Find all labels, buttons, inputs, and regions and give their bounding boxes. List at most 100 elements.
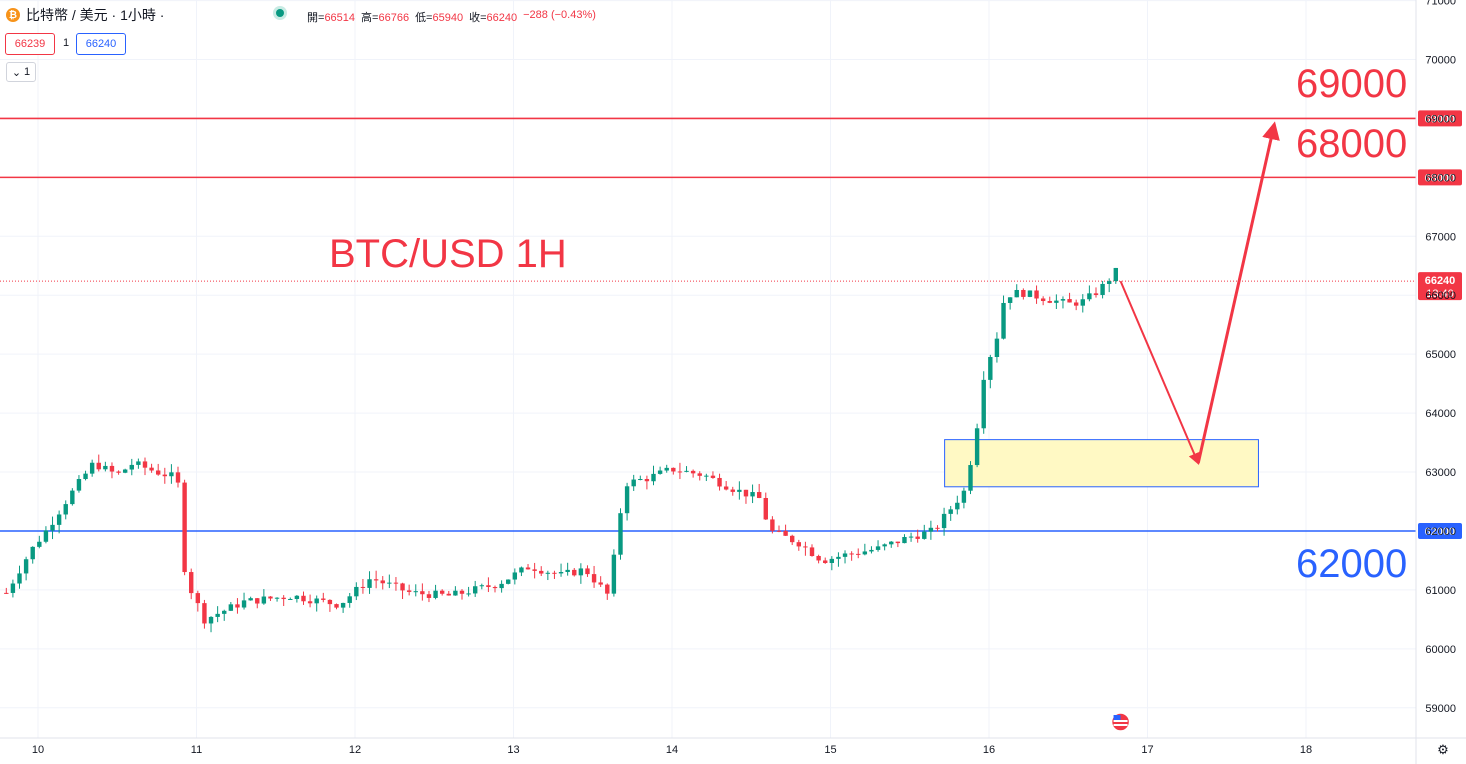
candle-body [1054, 300, 1059, 303]
level-price-tag [1418, 110, 1462, 127]
candle-body [902, 536, 907, 544]
candle-body [1113, 267, 1118, 282]
candle-body [1087, 293, 1092, 300]
candle-body [50, 524, 55, 531]
candle-body [109, 465, 115, 472]
candle-body [255, 598, 260, 604]
price-axis: 59000 60000 61000 62000 63000 64000 65000 66000… [1415, 0, 1456, 764]
candle-body [23, 559, 29, 574]
candle-body [1027, 290, 1033, 297]
candle-body [288, 598, 293, 600]
candle-body [294, 595, 300, 599]
candle-body [426, 594, 432, 598]
candle-body [512, 572, 518, 580]
candle-body [4, 592, 9, 594]
candle-body [314, 598, 319, 604]
level-68000-annotation: 68000 [1296, 122, 1408, 166]
candle-body [10, 583, 16, 593]
candle-body [235, 604, 240, 608]
candle-body [961, 490, 967, 503]
candle-body [875, 546, 881, 550]
candle-body [248, 598, 253, 601]
candle-body [862, 551, 868, 555]
candle-body [545, 572, 551, 574]
candle-body [43, 530, 49, 542]
candle-body [717, 477, 722, 487]
candle-body [624, 486, 630, 514]
candle-body [261, 596, 267, 604]
level-price-label: 68000 [1425, 172, 1456, 184]
candle-body [274, 597, 280, 599]
y-tick-label: 63000 [1425, 467, 1456, 479]
candle-body [770, 519, 775, 531]
candle-body [763, 497, 768, 520]
candle-body [360, 586, 366, 588]
projection-arrow [1196, 121, 1280, 464]
candle-body [406, 590, 412, 592]
candle-body [486, 585, 491, 588]
candle-body [803, 546, 808, 548]
candle-body [1047, 301, 1052, 303]
candle-body [169, 472, 174, 477]
level-price-label: 62000 [1425, 526, 1456, 538]
candle-body [492, 587, 498, 589]
candle-body [307, 601, 313, 604]
candle-body [895, 541, 901, 544]
bid-price-button[interactable]: 66239 [5, 33, 55, 55]
ask-price-button[interactable]: 66240 [76, 33, 126, 55]
candle-body [1106, 281, 1112, 284]
y-tick-label: 67000 [1425, 231, 1456, 243]
y-tick-label: 65000 [1425, 349, 1456, 361]
candle-body [882, 544, 887, 547]
chart-grid [0, 0, 1416, 738]
candle-body [268, 596, 273, 599]
candle-body [889, 541, 894, 545]
y-tick-label: 61000 [1425, 585, 1456, 597]
candle-body [664, 467, 669, 471]
candle-body [856, 553, 861, 555]
x-tick-label: 13 [507, 744, 519, 756]
y-tick-label: 64000 [1425, 408, 1456, 420]
candle-body [76, 479, 82, 491]
symbol-header[interactable]: ₿ 比特幣 / 美元 · 1小時 · [6, 5, 164, 25]
market-status-icon [276, 9, 284, 17]
level-price-label: 69000 [1425, 113, 1456, 125]
x-tick-label: 17 [1141, 744, 1153, 756]
candle-body [974, 428, 980, 466]
x-tick-label: 10 [32, 744, 44, 756]
y-tick-label: 69000 [1425, 113, 1456, 125]
y-tick-label: 71000 [1425, 0, 1456, 8]
indicators-toggle[interactable]: ⌄ 1 [6, 62, 36, 82]
candle-body [1040, 298, 1046, 302]
current-price-tag [1418, 272, 1462, 301]
candle-body [446, 593, 451, 596]
x-tick-label: 12 [349, 744, 361, 756]
projection-arrows [1119, 121, 1280, 466]
candle-body [281, 597, 286, 600]
candle-body [836, 556, 841, 559]
candle-body [195, 593, 201, 604]
x-tick-label: 14 [666, 744, 678, 756]
candle-body [393, 582, 399, 584]
candle-body [189, 572, 194, 594]
level-69000-annotation: 69000 [1296, 62, 1408, 106]
candle-body [453, 590, 458, 596]
candle-body [605, 584, 610, 594]
indicator-count: 1 [24, 66, 31, 78]
candle-body [142, 461, 148, 468]
candle-body [532, 569, 537, 571]
candle-body [915, 536, 920, 539]
candle-body [89, 462, 95, 474]
candle-body [823, 560, 828, 563]
candle-body [129, 464, 134, 470]
chevron-down-icon: ⌄ [11, 66, 22, 79]
candle-body [611, 554, 617, 594]
candle-body [116, 471, 121, 473]
settings-gear-icon[interactable]: ⚙ [1437, 742, 1449, 757]
candle-body [149, 467, 154, 471]
candle-body [373, 579, 379, 581]
candle-body [704, 475, 709, 477]
candle-body [472, 586, 478, 594]
candle-body [651, 473, 656, 482]
